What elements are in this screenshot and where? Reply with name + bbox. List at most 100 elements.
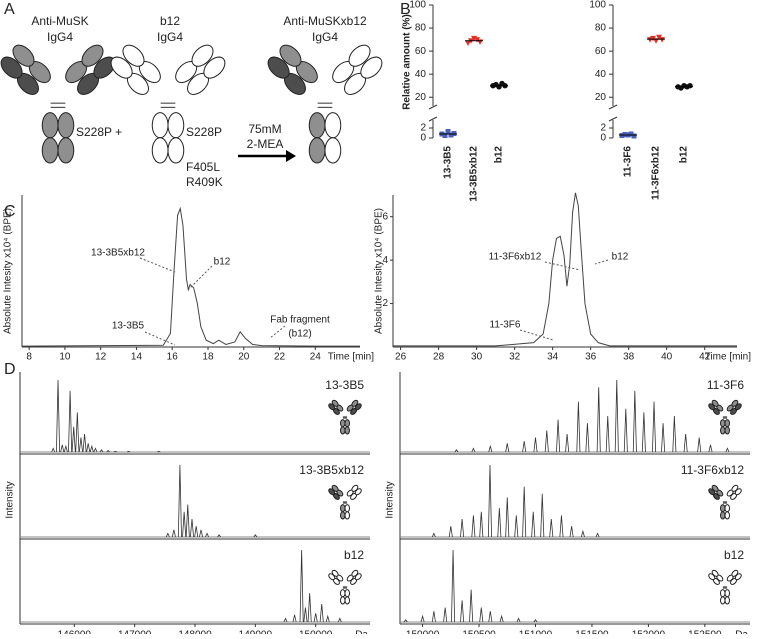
y-tick-label: 80 [595,23,607,34]
x-tick-label: 16 [167,352,179,363]
peak [725,447,730,453]
light-chain-domain [354,488,362,496]
peak [448,526,453,538]
mutation: S228P [186,125,222,139]
fc-domain [58,138,74,163]
y-axis-label: Intensity [385,481,396,518]
x-tick-label: 42 [699,352,711,363]
peak [205,532,210,538]
y-tick-label: 0 [600,133,606,144]
spectrum-label: b12 [344,548,364,562]
fc-domain [345,597,350,604]
peak [540,493,545,538]
peak [283,617,288,623]
x-tick-label: 151500 [575,630,609,634]
y-tick-label: 80 [415,23,427,34]
peak [708,444,713,453]
annotation: 13-3B5xb12 [91,248,145,259]
peak [86,443,91,453]
antibody-isotype: IgG4 [47,30,73,44]
antibody-icon [264,41,386,163]
peak [313,613,318,623]
peak [488,611,493,623]
peak [403,619,408,623]
peak [522,486,527,538]
peak [516,617,521,623]
antibody-icon [708,484,743,519]
peak [68,390,73,453]
peak [63,444,68,453]
fc-domain [725,590,730,597]
x-axis-label: Da [735,630,748,634]
fc-domain [721,512,726,519]
peak [253,534,258,538]
peak [443,607,448,623]
peak [303,607,308,623]
x-axis-label: Da [355,630,368,634]
fc-domain [725,420,730,427]
data-point [448,132,454,138]
panel-label: D [4,361,16,378]
heavy-chain-domain [276,41,305,70]
leader-line [269,325,286,339]
x-tick-label: 13-3B5xb12 [469,146,480,202]
peak [569,526,574,538]
spectrum-label: 13-3B5 [325,378,364,392]
light-chain-domain [264,53,293,82]
mutation: S228P + [76,125,122,139]
peak [479,607,484,623]
fc-domain [345,420,350,427]
peak [652,401,657,453]
peak [56,379,61,453]
arrow-head [286,150,296,162]
fc-domain [152,138,168,163]
x-tick-label: 150000 [299,630,333,634]
y-tick-label: 20 [415,92,427,103]
y-tick-label: 2 [382,298,388,309]
light-chain-domain [708,403,716,411]
peak [189,518,194,538]
peak [185,504,190,538]
peak [78,437,83,453]
light-chain-domain [708,488,716,496]
x-tick-label: 10 [59,352,71,363]
x-tick-label: 32 [509,352,521,363]
peak [99,449,104,453]
annotation: (b12) [288,329,311,340]
peak [497,508,502,538]
x-tick-label: 152500 [688,630,722,634]
antibody-icon [708,569,743,604]
y-tick-label: 60 [595,46,607,57]
peak [319,603,324,623]
peak [487,464,492,538]
y-axis-label: Intensity [5,481,16,518]
peak [697,437,702,453]
fc-domain [309,113,325,138]
peak [565,433,570,453]
peak [614,379,619,453]
x-tick-label: 20 [238,352,250,363]
fc-domain [325,113,341,138]
y-tick-label: 100 [409,0,426,11]
annotation: b12 [214,257,231,268]
reagent: 2-MEA [247,137,284,151]
y-tick-label: 2 [420,123,426,134]
peak [479,511,484,538]
fc-domain [42,113,58,138]
fc-domain [725,597,730,604]
peak [460,518,465,538]
peak [106,450,110,453]
data-point [474,37,480,43]
fc-domain [345,427,350,434]
data-point [465,40,471,47]
x-tick-label: 152000 [632,630,666,634]
peak [194,526,199,538]
leader-line [144,331,176,346]
mutation: R409K [186,175,223,189]
fc-domain [345,505,350,512]
annotation: 11-3F6 [490,320,521,331]
panel-label: C [4,203,16,220]
antibody-name: Anti-MuSK [31,14,88,28]
peak [683,433,688,453]
